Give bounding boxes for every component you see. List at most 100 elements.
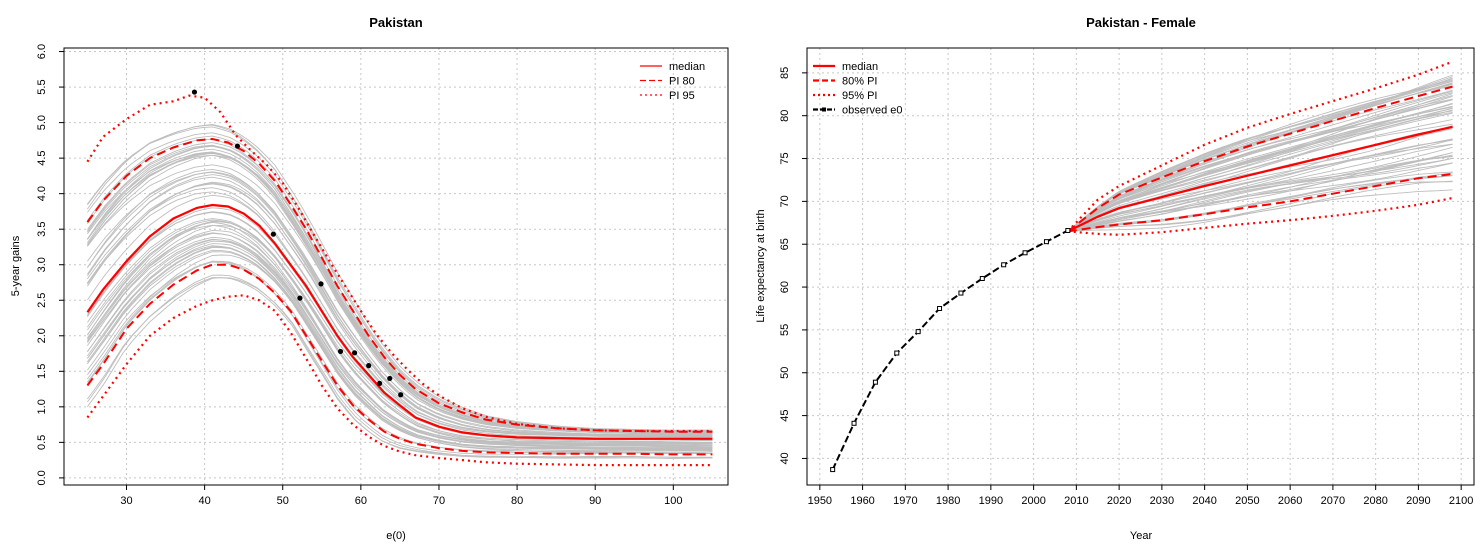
y-tick-label: 6.0: [36, 44, 48, 59]
y-tick-label: 40: [779, 452, 791, 464]
observed-e0-point: [830, 467, 836, 473]
trajectory-line: [87, 145, 713, 434]
trajectory-line: [1067, 152, 1453, 232]
observed-e0-point: [979, 275, 985, 281]
y-tick-label: 85: [779, 67, 791, 79]
y-tick-label: 1.5: [36, 364, 48, 379]
trajectory-line: [1067, 95, 1453, 232]
observed-point: [351, 350, 358, 356]
x-tick-label: 2010: [1064, 495, 1088, 507]
x-tick-label: 1960: [850, 495, 874, 507]
observed-point: [366, 363, 372, 369]
observed-point: [234, 143, 241, 149]
x-tick-label: 1990: [979, 495, 1003, 507]
trajectory-line: [87, 239, 713, 449]
y-tick-label: 2.5: [36, 293, 48, 308]
x-tick-label: 1970: [893, 495, 917, 507]
observed-point: [191, 89, 198, 95]
y-tick-label: 4.5: [36, 150, 48, 165]
observed-point: [337, 348, 344, 355]
x-axis-label: Year: [1130, 530, 1153, 542]
e0-panel: Pakistan - Female Year Life expectancy a…: [755, 15, 1475, 542]
y-tick-label: 70: [779, 195, 791, 207]
x-tick-label: 60: [355, 495, 367, 507]
series-80-pi-line: [1067, 85, 1453, 233]
trajectory-line: [87, 218, 713, 443]
trajectory-line: [1067, 109, 1453, 232]
plot-frame: [63, 47, 729, 486]
trajectory-line: [1067, 83, 1453, 232]
x-tick-label: 2020: [1107, 495, 1131, 507]
x-tick-label: 90: [589, 495, 601, 507]
trajectory-line: [1067, 106, 1453, 232]
legend-label: 95% PI: [842, 90, 877, 102]
trajectory-line: [1067, 112, 1453, 232]
legend-label: median: [669, 61, 705, 73]
y-tick-label: 45: [779, 409, 791, 421]
observed-e0-point: [1022, 250, 1028, 256]
y-tick-label: 0.5: [36, 435, 48, 450]
x-tick-label: 2040: [1192, 495, 1216, 507]
y-tick-label: 3.5: [36, 222, 48, 237]
trajectory-line: [1067, 162, 1453, 232]
x-tick-label: 1950: [808, 495, 832, 507]
observed-e0-line: [831, 229, 1069, 471]
x-tick-label: 80: [511, 495, 523, 507]
chart-title: Pakistan - Female: [1086, 15, 1196, 30]
observed-e0-point: [1043, 239, 1049, 245]
x-tick-label: 2090: [1406, 495, 1430, 507]
trajectory-line: [87, 254, 713, 454]
x-tick-label: 50: [277, 495, 289, 507]
y-tick-label: 0.0: [36, 470, 48, 485]
y-tick-label: 2.0: [36, 328, 48, 343]
trajectory-line: [87, 135, 713, 432]
trajectory-group: [87, 124, 713, 459]
trajectory-line: [1067, 77, 1453, 232]
trajectory-line: [87, 225, 713, 446]
y-tick-label: 60: [779, 281, 791, 293]
series-median-line: [1067, 125, 1453, 233]
observed-point: [297, 295, 303, 301]
y-tick-label: 50: [779, 367, 791, 379]
trajectory-line: [87, 240, 713, 449]
observed-e0-point: [937, 305, 943, 311]
plot-frame: [806, 47, 1475, 486]
trajectory-line: [1067, 157, 1453, 232]
trajectory-line: [87, 246, 713, 451]
y-axis-label: 5-year gains: [10, 235, 22, 296]
series-80-pi-lower-line: [1067, 173, 1453, 233]
trajectory-line: [1067, 189, 1453, 232]
trajectory-line: [87, 238, 713, 449]
x-tick-label: 2070: [1321, 495, 1345, 507]
y-tick-label: 3.0: [36, 257, 48, 272]
observed-point: [318, 281, 324, 287]
observed-point: [270, 231, 276, 237]
grid: [807, 48, 1474, 485]
y-tick-label: 1.0: [36, 399, 48, 414]
trajectory-line: [1067, 155, 1453, 232]
trajectory-line: [87, 152, 713, 434]
trajectory-line: [87, 124, 713, 431]
legend: median PI 80 PI 95: [640, 61, 705, 102]
x-tick-label: 40: [198, 495, 210, 507]
observed-point: [376, 380, 383, 386]
x-tick-label: 30: [120, 495, 132, 507]
trajectory-line: [87, 142, 713, 433]
observed-e0-point: [958, 290, 964, 296]
y-tick-label: 80: [779, 110, 791, 122]
trajectory-line: [1067, 171, 1453, 232]
x-axis-label: e(0): [386, 530, 406, 542]
x-tick-label: 1980: [936, 495, 960, 507]
legend-label: 80% PI: [842, 76, 877, 88]
trajectory-line: [87, 261, 713, 455]
trajectory-line: [87, 132, 713, 432]
series-pi-80-lower-line: [86, 263, 713, 456]
trajectory-line: [87, 219, 713, 444]
observed-e0-point: [915, 329, 921, 335]
legend-label: median: [842, 61, 878, 73]
x-tick-label: 2050: [1235, 495, 1259, 507]
trajectory-line: [87, 171, 713, 436]
legend-label: PI 95: [669, 90, 695, 102]
